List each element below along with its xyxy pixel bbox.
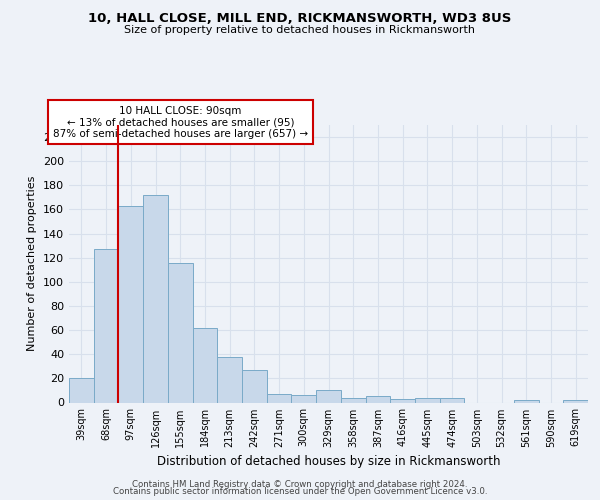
Bar (514, 400, 539, 402)
Bar (94, 250, 118, 402)
Bar (563, 400, 588, 402)
Bar (316, 390, 341, 402)
Text: 10 HALL CLOSE: 90sqm
← 13% of detached houses are smaller (95)
87% of semi-detac: 10 HALL CLOSE: 90sqm ← 13% of detached h… (53, 106, 308, 139)
Bar (118, 206, 143, 402)
Bar (440, 398, 464, 402)
Bar (341, 398, 365, 402)
Bar (292, 396, 316, 402)
Text: Contains HM Land Registry data © Crown copyright and database right 2024.: Contains HM Land Registry data © Crown c… (132, 480, 468, 489)
Bar (415, 398, 440, 402)
Bar (193, 328, 217, 402)
Bar (267, 394, 292, 402)
Text: Size of property relative to detached houses in Rickmansworth: Size of property relative to detached ho… (125, 25, 476, 35)
Bar (217, 356, 242, 403)
X-axis label: Distribution of detached houses by size in Rickmansworth: Distribution of detached houses by size … (157, 455, 500, 468)
Y-axis label: Number of detached properties: Number of detached properties (28, 176, 37, 352)
Bar (69, 378, 94, 402)
Text: 10, HALL CLOSE, MILL END, RICKMANSWORTH, WD3 8US: 10, HALL CLOSE, MILL END, RICKMANSWORTH,… (88, 12, 512, 26)
Bar (143, 195, 168, 402)
Bar (365, 396, 390, 402)
Bar (242, 370, 267, 402)
Bar (168, 262, 193, 402)
Text: Contains public sector information licensed under the Open Government Licence v3: Contains public sector information licen… (113, 487, 487, 496)
Bar (390, 399, 415, 402)
